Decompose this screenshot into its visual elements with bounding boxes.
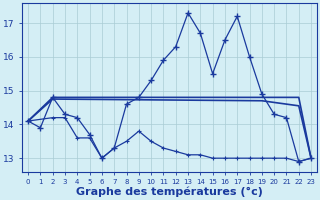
X-axis label: Graphe des températures (°c): Graphe des températures (°c) [76,187,263,197]
